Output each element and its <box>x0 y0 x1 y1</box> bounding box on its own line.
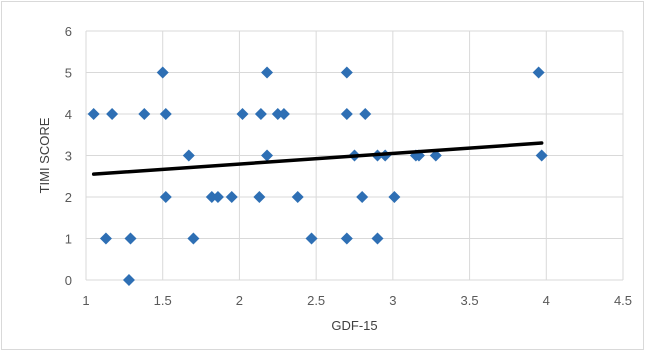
data-point <box>271 108 284 120</box>
trendline-group <box>91 141 544 176</box>
data-point <box>106 108 119 120</box>
x-tick-label: 3 <box>389 293 396 308</box>
data-point <box>277 108 290 120</box>
x-tick-label: 2.5 <box>307 293 325 308</box>
x-tick-label: 1 <box>82 293 89 308</box>
x-axis-ticks: 1 1.5 2 2.5 3 3.5 4 4.5 <box>82 293 632 308</box>
y-tick-label: 2 <box>65 190 72 205</box>
x-tick-label: 4.5 <box>614 293 632 308</box>
data-point <box>356 191 369 203</box>
data-point <box>340 108 353 120</box>
y-tick-label: 4 <box>65 107 72 122</box>
data-point <box>99 232 112 245</box>
data-points <box>87 66 548 286</box>
data-point <box>291 191 304 203</box>
data-point <box>261 149 274 162</box>
data-point <box>159 108 172 120</box>
data-point <box>429 149 442 162</box>
x-tick-label: 1.5 <box>154 293 172 308</box>
y-tick-label: 6 <box>65 24 72 39</box>
trendline <box>91 141 544 176</box>
y-axis-ticks: 0 1 2 3 4 5 6 <box>65 24 72 288</box>
y-tick-label: 1 <box>65 232 72 247</box>
data-point <box>261 66 274 79</box>
data-point <box>340 232 353 245</box>
data-point <box>305 232 318 245</box>
y-axis-title: TIMI SCORE <box>37 117 52 193</box>
x-tick-label: 2 <box>236 293 243 308</box>
data-point <box>340 66 353 79</box>
data-point <box>211 191 224 203</box>
data-point <box>236 108 249 120</box>
x-tick-label: 4 <box>543 293 550 308</box>
y-tick-label: 0 <box>65 273 72 288</box>
data-point <box>388 191 401 203</box>
data-point <box>156 66 169 79</box>
data-point <box>182 149 195 162</box>
y-tick-label: 3 <box>65 149 72 164</box>
data-point <box>187 232 200 245</box>
data-point <box>535 149 548 162</box>
x-axis-title: GDF-15 <box>331 318 377 333</box>
data-point <box>371 232 384 245</box>
data-point <box>205 191 218 203</box>
data-point <box>138 108 151 120</box>
data-point <box>532 66 545 79</box>
data-point <box>124 232 137 245</box>
y-tick-label: 5 <box>65 66 72 81</box>
x-tick-label: 3.5 <box>461 293 479 308</box>
data-point <box>122 274 135 286</box>
data-point <box>359 108 372 120</box>
data-point <box>225 191 238 203</box>
data-point <box>87 108 100 120</box>
data-point <box>159 191 172 203</box>
data-point <box>253 191 266 203</box>
data-point <box>254 108 267 120</box>
